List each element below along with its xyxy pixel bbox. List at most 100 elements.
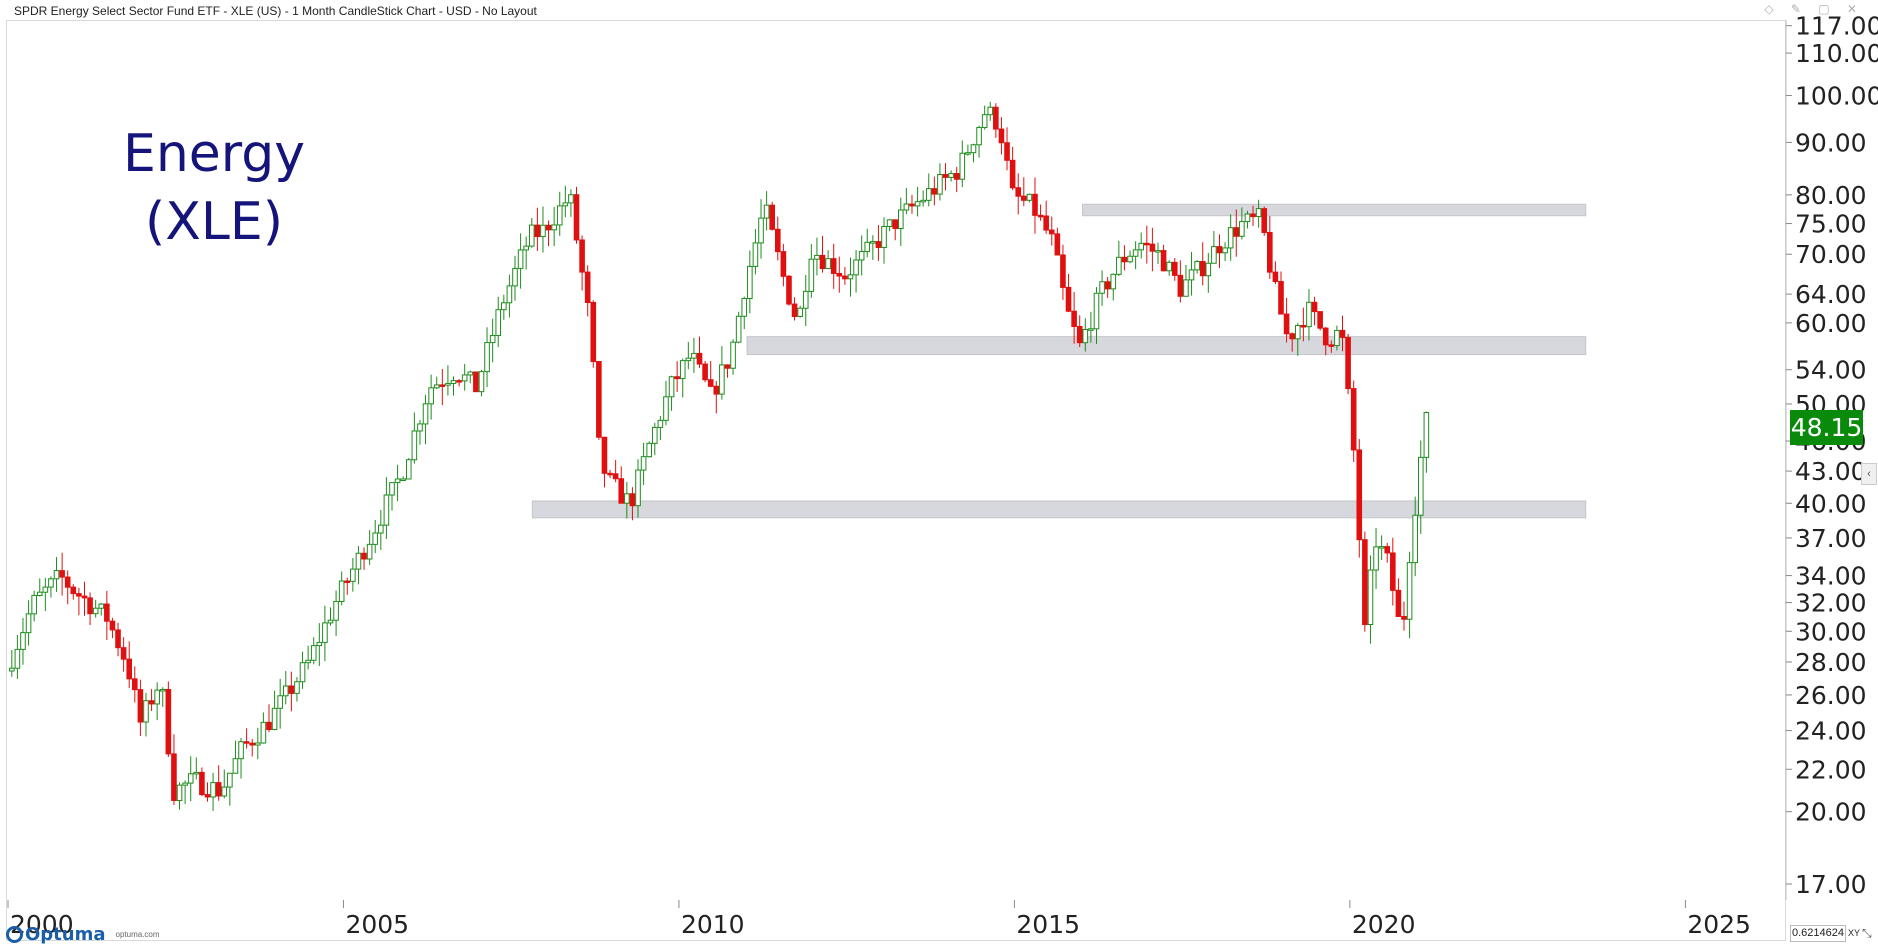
candle-up xyxy=(1138,242,1145,251)
candle-up xyxy=(1082,328,1089,344)
candle-down xyxy=(953,173,960,180)
candle-down xyxy=(1233,227,1240,237)
chart-frame[interactable]: Energy (XLE) xyxy=(6,20,1786,941)
candle-up xyxy=(646,442,652,458)
candle-up xyxy=(651,426,658,444)
candle-up xyxy=(763,204,770,219)
candle-up xyxy=(1255,208,1262,218)
candle-up xyxy=(512,267,518,287)
candle-up xyxy=(366,543,373,560)
candle-up xyxy=(624,493,630,504)
candle-down xyxy=(215,782,222,797)
candle-up xyxy=(445,382,451,386)
candle-up xyxy=(858,250,865,261)
candle-up xyxy=(48,578,54,588)
y-tick-labels: 17.00 20.00 22.00 24.00 26.00 28.0030.0032.00… xyxy=(1786,12,1878,899)
candle-down xyxy=(104,603,110,622)
candle-up xyxy=(719,364,725,395)
candle-down xyxy=(909,203,915,207)
candle-down xyxy=(1317,311,1323,329)
support-resistance-zones xyxy=(531,203,1587,519)
candle-down xyxy=(836,272,843,277)
y-tick-label: 37.00 xyxy=(1795,524,1867,553)
candle-down xyxy=(1350,388,1357,451)
collapse-panel-arrow[interactable]: ‹ xyxy=(1861,463,1877,485)
candle-up xyxy=(1099,281,1105,294)
candle-down xyxy=(942,173,949,178)
candle-up xyxy=(36,591,43,596)
candle-down xyxy=(573,194,580,241)
candle-up xyxy=(853,259,859,276)
candle-up xyxy=(305,659,311,664)
candle-down xyxy=(1216,246,1223,254)
candle-up xyxy=(1406,562,1413,620)
candle-down xyxy=(875,241,882,248)
candle-down xyxy=(786,275,792,305)
candle-up xyxy=(965,152,971,155)
y-tick-label: 70.00 xyxy=(1795,240,1867,269)
candle-up xyxy=(1423,412,1430,458)
candle-up xyxy=(506,285,513,304)
brand-logo-area[interactable]: Optuma optuma.com xyxy=(6,923,160,945)
candle-down xyxy=(1043,215,1049,231)
candle-up xyxy=(679,360,686,380)
candle-down xyxy=(1104,281,1111,290)
candlestick-chart[interactable]: Energy (XLE) xyxy=(7,21,1785,940)
candle-up xyxy=(143,700,149,723)
candle-down xyxy=(601,436,608,474)
candle-down xyxy=(612,473,619,480)
candle-up xyxy=(1188,269,1195,281)
candle-up xyxy=(1222,247,1228,254)
candle-up xyxy=(808,258,815,292)
candle-up xyxy=(1110,273,1117,290)
candle-up xyxy=(8,667,15,672)
window-controls[interactable]: ◇ ✎ ▢ ✕ xyxy=(1764,2,1864,16)
candle-up xyxy=(870,241,876,244)
candle-up xyxy=(528,224,535,247)
candle-up xyxy=(450,380,457,384)
candle-down xyxy=(81,595,88,599)
candle-up xyxy=(825,258,831,270)
candle-up xyxy=(1194,261,1200,271)
brand-name: Optuma xyxy=(25,923,106,945)
candle-down xyxy=(674,376,680,380)
candle-up xyxy=(914,201,921,207)
price-zone[interactable] xyxy=(746,336,1587,356)
candle-down xyxy=(1261,208,1268,233)
resize-corner-icon[interactable]: ⤡ xyxy=(1862,926,1872,940)
candle-down xyxy=(819,254,826,270)
candle-up xyxy=(159,688,166,692)
candle-down xyxy=(1356,449,1363,541)
candle-down xyxy=(288,685,295,694)
candle-up xyxy=(1367,569,1374,625)
xy-toggle-button[interactable]: XY xyxy=(1848,928,1861,938)
candles xyxy=(8,101,1430,811)
y-tick-label: 43.00 xyxy=(1795,457,1867,486)
candle-up xyxy=(98,603,105,609)
candle-down xyxy=(1009,159,1016,189)
candle-up xyxy=(735,315,742,343)
candle-down xyxy=(1048,229,1055,235)
candle-down xyxy=(59,570,65,578)
annotation-line-2: (XLE) xyxy=(145,192,283,252)
y-tick-label: 117.00 xyxy=(1795,12,1878,41)
candle-up xyxy=(691,352,697,359)
candle-down xyxy=(629,493,636,507)
candle-down xyxy=(87,597,93,615)
candle-up xyxy=(210,782,216,798)
price-zone[interactable] xyxy=(1082,203,1587,217)
candle-down xyxy=(696,352,703,365)
candle-up xyxy=(1183,279,1189,297)
candle-up xyxy=(227,772,233,788)
price-zone[interactable] xyxy=(531,500,1587,519)
y-tick-label: 90.00 xyxy=(1795,128,1867,157)
candle-down xyxy=(1054,233,1061,256)
candle-down xyxy=(780,251,787,277)
candle-down xyxy=(1004,142,1010,161)
candle-up xyxy=(238,741,244,760)
brand-url[interactable]: optuma.com xyxy=(115,929,160,939)
candle-up xyxy=(747,265,753,299)
candle-up xyxy=(299,662,306,683)
annotation-line-1: Energy xyxy=(123,124,305,184)
candle-down xyxy=(344,580,351,583)
